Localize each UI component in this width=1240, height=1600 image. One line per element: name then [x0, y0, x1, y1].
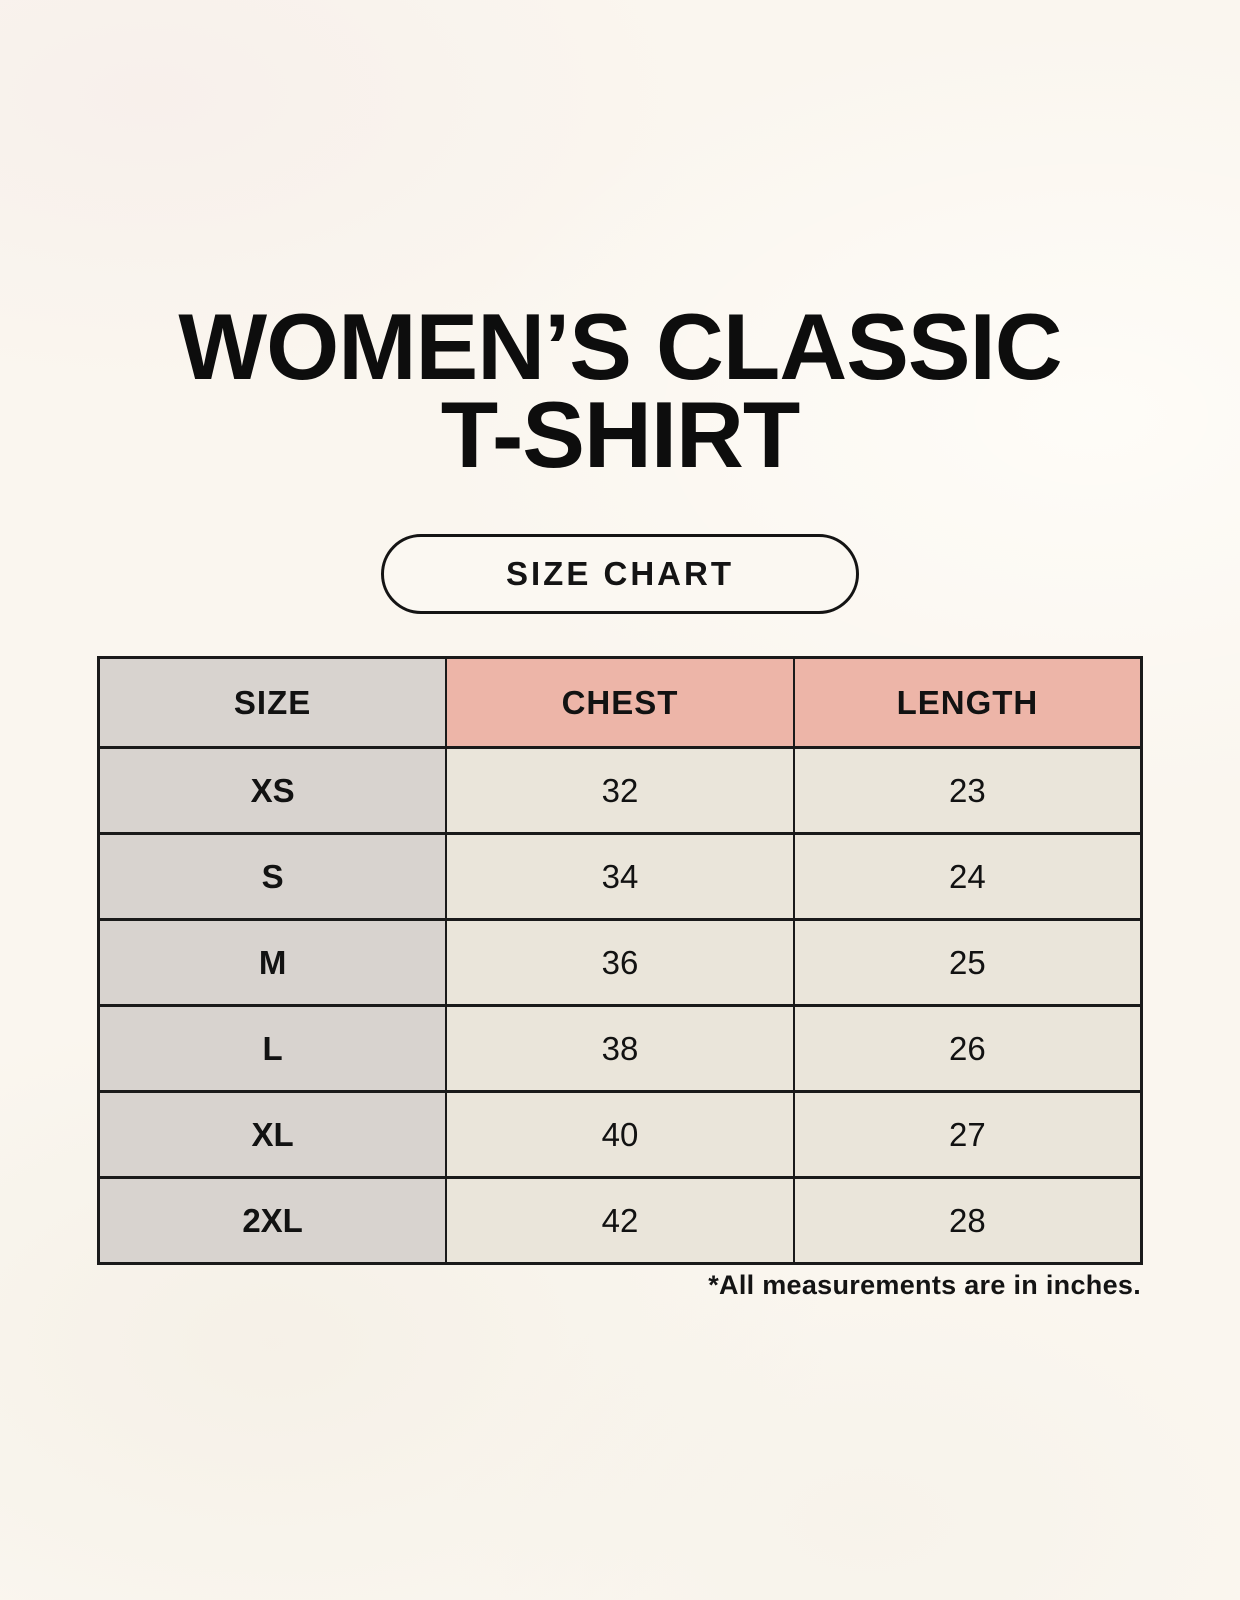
table-cell-size: XL — [97, 1090, 448, 1179]
table-cell-chest: 38 — [445, 1004, 795, 1093]
size-chart-button-label: SIZE CHART — [506, 555, 734, 592]
table-cell-size: S — [97, 832, 448, 921]
table-cell-chest: 42 — [445, 1176, 795, 1265]
table-header-row: SIZE CHEST LENGTH — [97, 656, 1143, 749]
table-row: 2XL 42 28 — [97, 1176, 1143, 1265]
table-cell-size: XS — [97, 746, 448, 835]
table-cell-chest: 34 — [445, 832, 795, 921]
table-row: XS 32 23 — [97, 746, 1143, 835]
table-cell-length: 25 — [792, 918, 1143, 1007]
table-cell-size: L — [97, 1004, 448, 1093]
table-cell-length: 24 — [792, 832, 1143, 921]
table-cell-length: 28 — [792, 1176, 1143, 1265]
table-cell-length: 27 — [792, 1090, 1143, 1179]
page-title: WOMEN’S CLASSIC T-SHIRT — [0, 294, 1240, 487]
table-cell-chest: 40 — [445, 1090, 795, 1179]
table-row: L 38 26 — [97, 1004, 1143, 1093]
table-row: M 36 25 — [97, 918, 1143, 1007]
page-title-line2: T-SHIRT — [440, 382, 801, 487]
page-title-line1: WOMEN’S CLASSIC — [178, 294, 1062, 399]
table-cell-chest: 32 — [445, 746, 795, 835]
column-header-length: LENGTH — [792, 656, 1143, 749]
size-chart-button[interactable]: SIZE CHART — [381, 534, 859, 614]
table-cell-size: M — [97, 918, 448, 1007]
table-cell-length: 23 — [792, 746, 1143, 835]
table-row: XL 40 27 — [97, 1090, 1143, 1179]
table-cell-size: 2XL — [97, 1176, 448, 1265]
table-cell-length: 26 — [792, 1004, 1143, 1093]
table-cell-chest: 36 — [445, 918, 795, 1007]
measurements-footnote: *All measurements are in inches. — [708, 1270, 1141, 1300]
column-header-chest: CHEST — [445, 656, 795, 749]
table-row: S 34 24 — [97, 832, 1143, 921]
column-header-size: SIZE — [97, 656, 448, 749]
size-chart-table: SIZE CHEST LENGTH XS 32 23 S 34 24 M 36 … — [97, 656, 1143, 1265]
